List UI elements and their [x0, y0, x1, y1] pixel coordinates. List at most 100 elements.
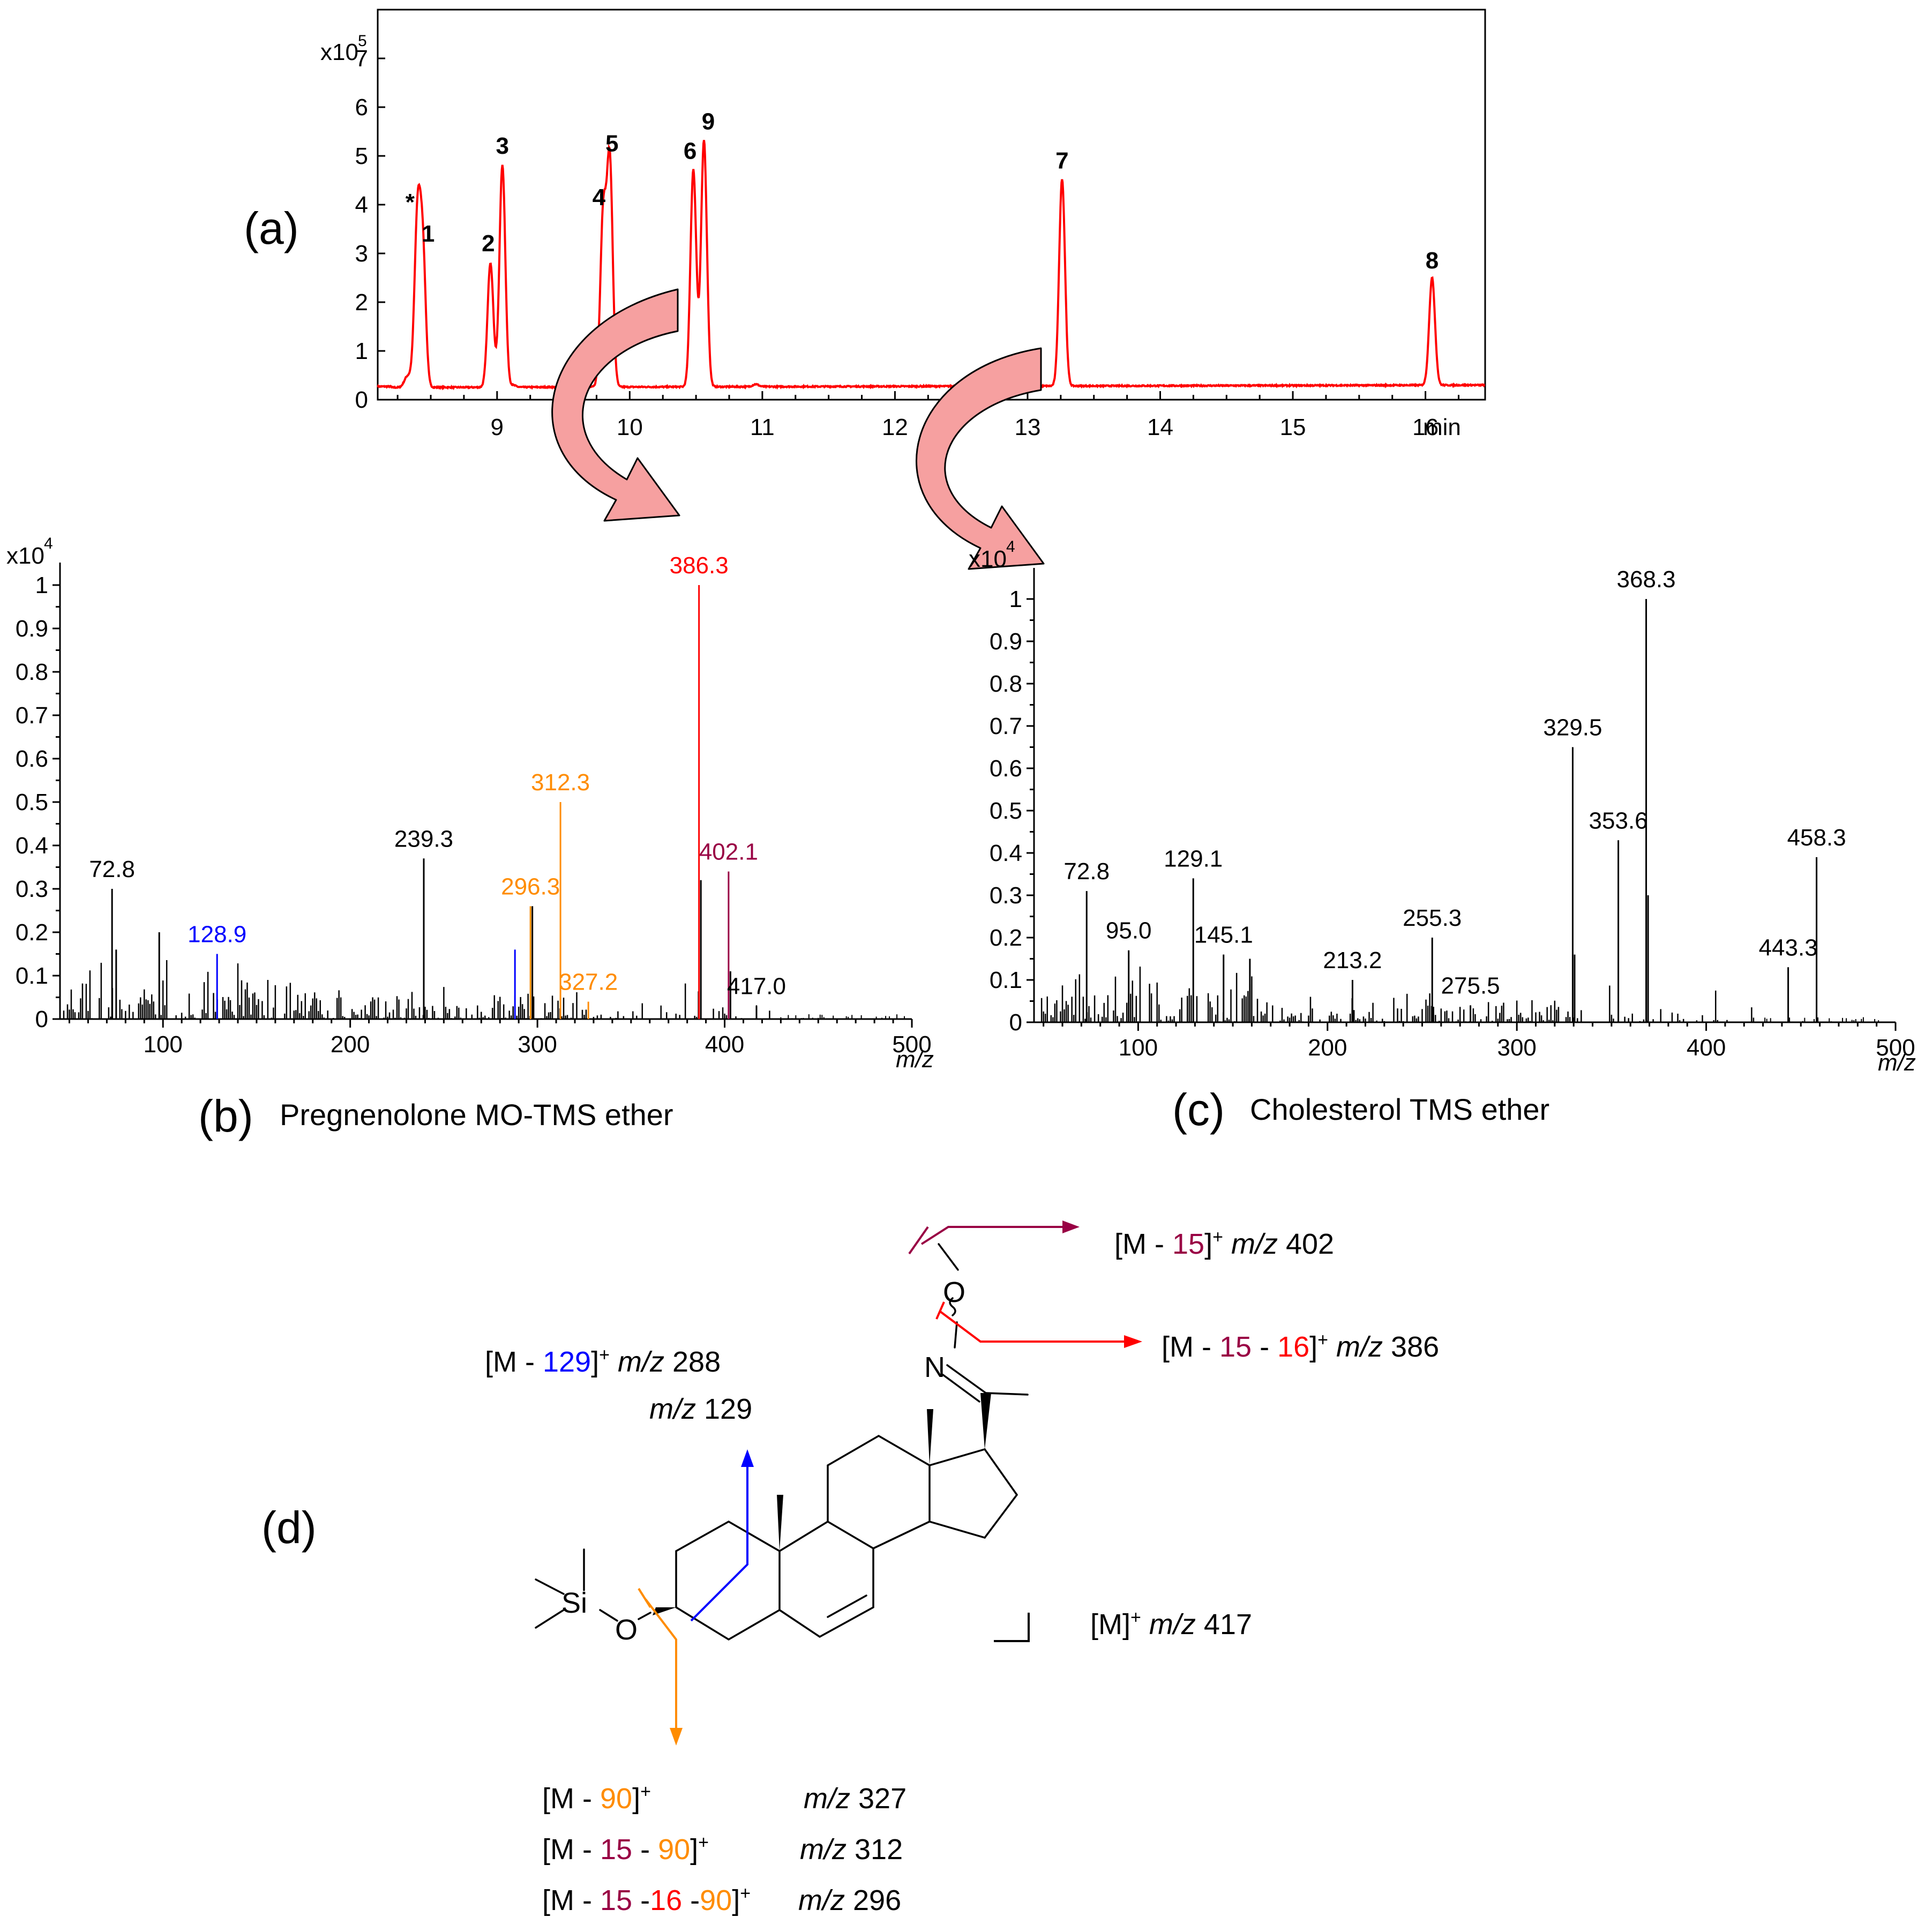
spectrum-c-x-tick-label: 300: [1497, 1035, 1536, 1061]
spectrum-c-y-tick-label: 0.3: [990, 882, 1022, 909]
spectrum-b-x-tick-label: 200: [331, 1031, 370, 1058]
spectrum-c-exponent-base: x10: [969, 546, 1007, 572]
spectrum-b-y-tick-label: 1: [35, 572, 48, 598]
spectrum-b-caption: Pregnenolone MO-TMS ether: [280, 1098, 673, 1132]
spectrum-c-peak-label: 255.3: [1403, 905, 1462, 931]
spectrum-c-x-tick-label: 400: [1687, 1035, 1726, 1061]
spectrum-b-y-tick-label: 0.2: [16, 919, 48, 946]
spectrum-c-peak-label: 213.2: [1323, 947, 1382, 974]
panel-c-label: (c): [1172, 1084, 1225, 1135]
chromatogram-y-tick-label: 7: [355, 46, 368, 72]
arrow-to-spectrum-b: [551, 288, 680, 522]
molecular-ion-bracket: [994, 1613, 1030, 1642]
fragment-m15-16-90-mz: m/z 296: [798, 1884, 901, 1916]
silicon-atom: Si: [561, 1587, 587, 1619]
chromatogram-peak-label: 4: [593, 184, 606, 211]
ether-oxygen-atom: O: [615, 1614, 638, 1646]
spectrum-c-caption: Cholesterol TMS ether: [1250, 1092, 1549, 1126]
chromatogram-peak-label: 9: [702, 109, 715, 135]
spectrum-c-x-tick-label: 500: [1876, 1035, 1915, 1061]
fragment-m15-90-mz: m/z 312: [800, 1833, 903, 1866]
spectrum-c-peak-label: 329.5: [1543, 715, 1602, 741]
spectrum-c-y-tick-label: 0.2: [990, 925, 1022, 951]
panel-b-label: (b): [198, 1091, 253, 1141]
fragmentation-scheme: (d): [261, 1220, 1439, 1916]
spectrum-c-peak-label: 458.3: [1787, 825, 1846, 851]
chromatogram-y-tick-label: 6: [355, 94, 368, 121]
spectrum-b-noise-peaks: [63, 960, 905, 1019]
spectrum-b-peak-label: 312.3: [531, 769, 590, 796]
spectrum-b-x-tick-label: 300: [518, 1031, 557, 1058]
spectrum-b-y-tick-label: 0.8: [16, 659, 48, 685]
chromatogram-peak-label: 8: [1426, 248, 1439, 274]
spectrum-c-peak-label: 368.3: [1617, 566, 1676, 593]
spectrum-b-x-tick-label: 500: [892, 1031, 931, 1058]
spectrum-c-xlabel: m/z: [1878, 1050, 1916, 1076]
spectrum-c-peak-labels: 368.3 329.5 353.6 458.3 443.3 129.1 72.8 95.0 14…: [1063, 566, 1846, 999]
c19-methyl-wedge: [777, 1495, 783, 1551]
spectrum-c-x-tick-label: 200: [1308, 1035, 1347, 1061]
fragment-mz129: m/z 129: [649, 1393, 752, 1425]
chromatogram-x-tick-label: 12: [882, 414, 908, 440]
chromatogram-peak-label: 7: [1055, 148, 1068, 174]
spectrum-b-y-tick-label: 0.1: [16, 963, 48, 989]
spectrum-c-peak-label: 72.8: [1063, 858, 1110, 885]
spectrum-c-x-ticks: 100 200 300 400 500: [1043, 1022, 1915, 1061]
spectrum-b-y-tick-label: 0.9: [16, 616, 48, 642]
spectrum-c-peak-label: 95.0: [1106, 918, 1152, 944]
side-chain-wedge: [980, 1393, 991, 1449]
fragment-molecular-ion: [M]+ m/z 417: [1090, 1607, 1252, 1641]
curved-arrows: [551, 288, 1045, 570]
spectrum-b-peaks: [111, 585, 758, 1019]
spectrum-b-exponent: 4: [44, 535, 53, 552]
c3-oxygen-wedge: [653, 1607, 676, 1615]
chromatogram-y-tick-label: 4: [355, 192, 368, 218]
spectrum-c-y-tick-label: 0.7: [990, 713, 1022, 739]
chromatogram-x-tick-label: 13: [1014, 414, 1040, 440]
spectrum-c-y-tick-label: 0.4: [990, 840, 1022, 866]
spectrum-b-y-tick-label: 0.3: [16, 876, 48, 902]
spectrum-b-peak-label: 128.9: [188, 922, 246, 948]
spectrum-c-peak-label: 129.1: [1164, 845, 1223, 872]
chromatogram-peak-label: 2: [482, 230, 495, 257]
cleavage-m15-16-arrow: [935, 1301, 1142, 1348]
chromatogram-y-tick-label: 0: [355, 387, 368, 413]
arrow-to-spectrum-c: [915, 347, 1045, 570]
pregnenolone-mo-tms-structure: [535, 1243, 1029, 1641]
chromatogram-y-tick-label: 1: [355, 338, 368, 364]
fragment-m129: [M - 129]+ m/z 288: [485, 1345, 721, 1378]
spectrum-b-y-tick-label: 0.6: [16, 746, 48, 772]
spectrum-b-y-ticks: 0 0.1 0.2 0.3 0.4 0.5 0.6 0.7 0.8 0.9 1: [16, 572, 60, 1032]
spectrum-b-peak-labels: 386.3 312.3 402.1 239.3 296.3 72.8 128.9 327.2 4…: [89, 552, 786, 1000]
spectrum-b-peak-label: 386.3: [670, 552, 729, 579]
chromatogram-y-ticks: 0 1 2 3 4 5 6 7: [355, 46, 385, 413]
spectrum-b-peak-label: 402.1: [699, 839, 758, 865]
spectrum-b-y-tick-label: 0.4: [16, 833, 48, 859]
spectrum-c-peak-label: 353.6: [1589, 807, 1648, 834]
panel-d-label: (d): [261, 1502, 317, 1553]
spectrum-c-noise-peaks: [1037, 967, 1879, 1022]
c18-methyl-wedge: [927, 1409, 933, 1465]
spectrum-b-peak-label: 296.3: [501, 873, 560, 900]
spectrum-c-exponent: 4: [1006, 538, 1015, 556]
spectrum-b-x-tick-label: 400: [705, 1031, 744, 1058]
chromatogram-x-tick-label: 9: [491, 414, 504, 440]
cleavage-m90-arrow: [638, 1587, 683, 1746]
chromatogram-x-tick-label: 14: [1147, 414, 1173, 440]
spectrum-b-xlabel: m/z: [896, 1046, 934, 1073]
panel-a-label: (a): [244, 203, 299, 253]
chromatogram-y-tick-label: 2: [355, 289, 368, 316]
fragment-m90-mz: m/z 327: [804, 1783, 907, 1815]
fragment-m15-16: [M - 15 - 16]+ m/z 386: [1162, 1330, 1439, 1363]
spectrum-c-y-tick-label: 1: [1009, 586, 1022, 612]
chromatogram-x-tick-label: 16: [1412, 414, 1439, 440]
spectrum-c-x-tick-label: 100: [1119, 1035, 1158, 1061]
chromatogram-peak-label: 5: [605, 131, 618, 157]
chromatogram-x-tick-label: 15: [1280, 414, 1306, 440]
spectrum-c-y-tick-label: 0.6: [990, 755, 1022, 782]
chromatogram-trace: [377, 140, 1486, 391]
chromatogram-peak-label: *: [406, 189, 415, 215]
chromatogram-x-tick-label: 11: [750, 414, 775, 440]
